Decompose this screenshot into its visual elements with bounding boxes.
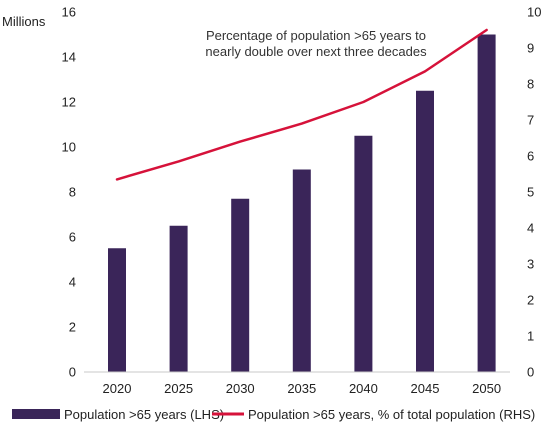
line-point-2035 [301,122,303,125]
bars [108,34,496,372]
line-point-2050 [485,29,488,31]
x-tick-label: 2035 [287,381,316,396]
legend-line-label: Population >65 years, % of total populat… [248,407,535,422]
x-tick-label: 2045 [411,381,440,396]
right-tick-label: 7 [527,113,534,128]
legend-bar-swatch [12,409,60,419]
annotation-line-1: Percentage of population >65 years to [206,28,426,43]
left-axis-title: Millions [2,14,46,29]
bar-2020 [108,248,126,372]
legend-bar-label: Population >65 years (LHS) [64,407,224,422]
x-tick-label: 2040 [349,381,378,396]
line-point-2025 [177,160,180,163]
left-tick-label: 2 [69,320,76,335]
left-tick-label: 8 [69,185,76,200]
left-tick-label: 10 [62,140,76,155]
left-tick-label: 4 [69,275,76,290]
right-axis-ticks: 0 1 2 3 4 5 6 7 8 9 10 [527,5,541,380]
right-tick-label: 3 [527,257,534,272]
left-tick-label: 6 [69,230,76,245]
left-tick-label: 0 [69,365,76,380]
bar-2040 [354,135,373,372]
x-tick-label: 2020 [103,381,132,396]
line-point-2040 [362,101,365,103]
bar-2035 [292,169,311,372]
line-point-2020 [116,178,118,181]
line-point-2045 [424,70,426,73]
right-tick-label: 0 [527,365,534,380]
bar-2025 [169,225,188,372]
bar-2030 [231,198,250,372]
x-tick-label: 2030 [226,381,255,396]
right-tick-label: 6 [527,149,534,164]
right-tick-label: 4 [527,221,534,236]
legend: Population >65 years (LHS) Population >6… [12,407,535,422]
x-axis-ticks: 2020 2025 2030 2035 2040 2045 2050 [103,381,502,396]
annotation-line-2: nearly double over next three decades [205,44,427,59]
x-tick-label: 2025 [164,381,193,396]
line-point-2030 [239,140,241,143]
line-layer [115,28,488,181]
right-tick-label: 8 [527,77,534,92]
right-tick-label: 1 [527,329,534,344]
bar-2045 [416,90,434,372]
right-tick-label: 5 [527,185,534,200]
right-tick-label: 9 [527,41,534,56]
left-axis-ticks: 0 2 4 6 8 10 12 14 16 [62,5,76,380]
left-tick-label: 16 [62,5,76,20]
right-tick-label: 10 [527,5,541,20]
left-tick-label: 12 [62,95,76,110]
right-tick-label: 2 [527,293,534,308]
x-tick-label: 2050 [472,381,501,396]
left-tick-label: 14 [62,50,76,65]
bar-2050 [477,34,496,372]
